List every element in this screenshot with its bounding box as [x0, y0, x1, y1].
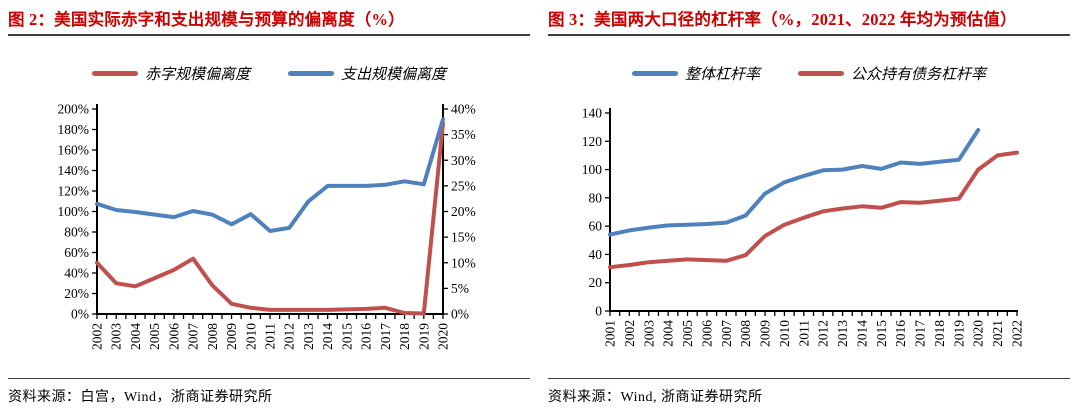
figure-3-title-underline: [548, 34, 1070, 36]
svg-text:2010: 2010: [777, 320, 792, 347]
figure-3-panel: 图 3：美国两大口径的杠杆率（%，2021、2022 年均为预估值） 整体杠杆率…: [540, 0, 1080, 420]
svg-text:2019: 2019: [416, 323, 431, 350]
figure-2-source: 资料来源：白宫，Wind，浙商证券研究所: [8, 390, 273, 405]
svg-text:2012: 2012: [816, 320, 831, 347]
svg-text:2008: 2008: [205, 323, 220, 350]
figure-3-title: 图 3：美国两大口径的杠杆率（%，2021、2022 年均为预估值）: [548, 10, 1017, 29]
svg-text:25%: 25%: [451, 178, 476, 193]
svg-text:2018: 2018: [397, 323, 412, 350]
svg-text:180%: 180%: [58, 122, 90, 137]
svg-text:60: 60: [589, 219, 603, 234]
svg-text:2003: 2003: [109, 323, 124, 350]
svg-text:20: 20: [589, 275, 603, 290]
svg-text:2002: 2002: [90, 323, 105, 350]
legend-label: 整体杠杆率: [684, 66, 760, 83]
legend-label: 公众持有债务杠杆率: [851, 66, 987, 83]
svg-text:2017: 2017: [913, 320, 928, 347]
svg-text:2009: 2009: [758, 320, 773, 347]
figure-2-title-underline: [8, 34, 530, 36]
svg-text:40: 40: [589, 247, 603, 262]
figure-2-source-rule: [8, 378, 530, 379]
svg-text:2010: 2010: [243, 323, 258, 350]
svg-text:80: 80: [589, 190, 603, 205]
svg-text:10%: 10%: [451, 255, 476, 270]
svg-text:2003: 2003: [641, 320, 656, 347]
figure-3-source: 资料来源：Wind, 浙商证券研究所: [548, 390, 763, 405]
legend-item-spending-deviation: 支出规模偏离度: [288, 63, 446, 84]
svg-text:2015: 2015: [874, 320, 889, 347]
svg-text:2007: 2007: [719, 320, 734, 347]
svg-text:200%: 200%: [58, 102, 90, 117]
figure-3-source-rule: [548, 378, 1070, 379]
svg-text:20%: 20%: [64, 286, 89, 301]
svg-text:120%: 120%: [58, 184, 90, 199]
figure-2-legend: 赤字规模偏离度 支出规模偏离度: [8, 60, 530, 86]
svg-text:15%: 15%: [451, 230, 476, 245]
svg-text:40%: 40%: [64, 266, 89, 281]
blue-line-swatch: [631, 70, 678, 76]
svg-text:2015: 2015: [339, 323, 354, 350]
svg-text:2005: 2005: [147, 323, 162, 350]
legend-item-deficit-deviation: 赤字规模偏离度: [91, 63, 250, 84]
deficit-spending-deviation-chart: 0% 20% 40% 60% 80% 100% 120% 140% 160% 180% 200% 0%…: [58, 102, 476, 351]
svg-text:2006: 2006: [699, 320, 714, 347]
blue-line-swatch: [288, 70, 334, 76]
svg-text:2002: 2002: [622, 320, 637, 347]
svg-text:2020: 2020: [971, 320, 986, 347]
svg-text:2021: 2021: [990, 320, 1005, 347]
svg-text:2008: 2008: [738, 320, 753, 347]
svg-text:2014: 2014: [854, 320, 869, 347]
red-line-swatch: [91, 70, 138, 76]
svg-text:2006: 2006: [166, 323, 181, 350]
svg-text:35%: 35%: [451, 127, 476, 142]
svg-text:0%: 0%: [71, 307, 89, 322]
figure-2-title: 图 2：美国实际赤字和支出规模与预算的偏离度（%）: [8, 10, 405, 29]
svg-text:0: 0: [595, 304, 602, 319]
svg-text:2018: 2018: [932, 320, 947, 347]
legend-item-overall-leverage: 整体杠杆率: [631, 63, 760, 84]
svg-text:100%: 100%: [58, 204, 90, 219]
svg-text:140%: 140%: [58, 163, 90, 178]
svg-text:2014: 2014: [320, 323, 335, 350]
figure-3-legend: 整体杠杆率 公众持有债务杠杆率: [548, 60, 1070, 86]
svg-text:2011: 2011: [263, 323, 278, 350]
legend-label: 赤字规模偏离度: [144, 66, 250, 83]
red-line-swatch: [798, 70, 844, 76]
svg-text:20%: 20%: [451, 204, 476, 219]
svg-text:2009: 2009: [224, 323, 239, 350]
svg-text:2011: 2011: [796, 320, 811, 347]
svg-text:2007: 2007: [186, 323, 201, 350]
svg-text:5%: 5%: [451, 281, 469, 296]
svg-text:160%: 160%: [58, 143, 90, 158]
svg-text:2012: 2012: [282, 323, 297, 350]
svg-text:140: 140: [582, 106, 603, 121]
svg-text:2013: 2013: [835, 320, 850, 347]
svg-text:40%: 40%: [451, 102, 476, 117]
legend-item-public-debt-leverage: 公众持有债务杠杆率: [798, 63, 986, 84]
svg-text:2019: 2019: [951, 320, 966, 347]
leverage-ratio-chart: 0 20 40 60 80 100 120 140 2001 2002 2003 2004 2005 20…: [582, 106, 1025, 348]
svg-text:2004: 2004: [128, 323, 143, 350]
svg-text:2004: 2004: [661, 320, 676, 347]
svg-text:2016: 2016: [893, 320, 908, 347]
svg-text:80%: 80%: [64, 225, 89, 240]
svg-text:120: 120: [582, 134, 603, 149]
svg-text:2020: 2020: [436, 323, 451, 350]
svg-text:2016: 2016: [359, 323, 374, 350]
figure-2-panel: 图 2：美国实际赤字和支出规模与预算的偏离度（%） 赤字规模偏离度 支出规模偏离…: [8, 10, 530, 405]
svg-text:2022: 2022: [1010, 320, 1025, 347]
legend-label: 支出规模偏离度: [341, 66, 447, 83]
svg-text:2017: 2017: [378, 323, 393, 350]
svg-text:30%: 30%: [451, 153, 476, 168]
svg-text:2005: 2005: [680, 320, 695, 347]
svg-text:0%: 0%: [451, 307, 469, 322]
svg-text:2013: 2013: [301, 323, 316, 350]
svg-text:100: 100: [582, 162, 603, 177]
svg-text:60%: 60%: [64, 245, 89, 260]
svg-text:2001: 2001: [603, 320, 618, 347]
